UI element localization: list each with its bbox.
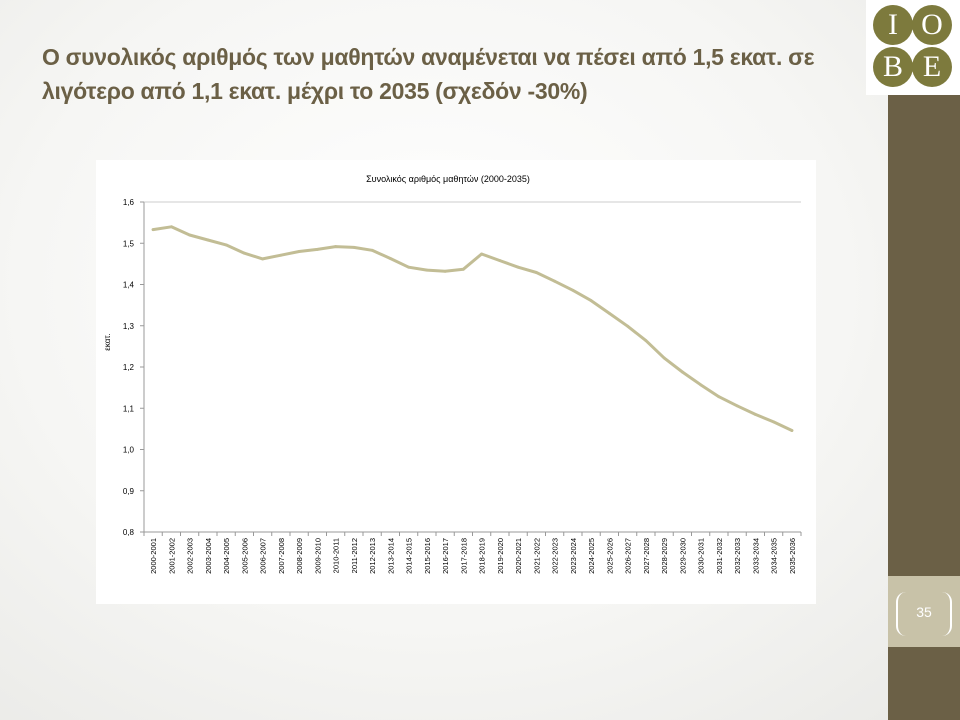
- data-point: [242, 251, 246, 255]
- data-point: [735, 404, 739, 408]
- data-point: [534, 271, 538, 274]
- x-tick-label: 2033-2034: [751, 538, 760, 574]
- x-tick-label: 2010-2011: [332, 538, 341, 573]
- logo-letter-e: E: [912, 47, 952, 87]
- data-point: [699, 383, 703, 387]
- data-point: [790, 429, 794, 432]
- chart-axes: 1,6 1,5 1,4 1,3 1,2 1,1 1,0 0,9 0,8 2000-2001 2001…: [123, 198, 802, 574]
- line-chart: Συνολικός αριθμός μαθητών (2000-2035) εκ…: [103, 174, 802, 574]
- x-tick-label: 2020-2021: [514, 538, 523, 574]
- data-point: [662, 356, 666, 360]
- x-tick-label: 2002-2003: [186, 538, 195, 574]
- data-point: [206, 238, 210, 242]
- data-point: [279, 253, 283, 257]
- data-point: [188, 233, 192, 237]
- x-tick-label: 2013-2014: [386, 538, 395, 574]
- x-tick-label: 2029-2030: [678, 538, 687, 574]
- y-tick-label: 1,2: [123, 363, 135, 372]
- x-tick-label: 2024-2025: [587, 538, 596, 574]
- data-point: [224, 243, 228, 247]
- x-tick-label: 2000-2001: [149, 538, 158, 574]
- data-point: [169, 225, 173, 229]
- y-tick-label: 1,1: [123, 404, 135, 413]
- data-point: [753, 413, 757, 416]
- y-axis-label: εκατ.: [103, 333, 112, 350]
- page-number-area: [888, 576, 960, 647]
- data-point: [644, 339, 648, 342]
- data-point: [553, 279, 557, 283]
- page-number: 35: [916, 604, 932, 620]
- x-tick-label: 2004-2005: [222, 538, 231, 574]
- data-point: [571, 288, 575, 292]
- x-tick-label: 2003-2004: [204, 538, 213, 574]
- chart-panel: Συνολικός αριθμός μαθητών (2000-2035) εκ…: [96, 160, 816, 604]
- x-tick-label: 2012-2013: [368, 538, 377, 574]
- x-tick-label: 2030-2031: [697, 538, 706, 574]
- data-point: [772, 420, 776, 424]
- y-tick-label: 1,0: [123, 446, 135, 455]
- x-tick-label: 2034-2035: [770, 538, 779, 574]
- x-tick-label: 2007-2008: [277, 538, 286, 574]
- data-point: [315, 248, 319, 251]
- data-point: [498, 259, 502, 262]
- y-tick-label: 1,5: [123, 239, 135, 248]
- y-tick-label: 1,6: [123, 198, 135, 207]
- x-tick-label: 2015-2016: [423, 538, 432, 574]
- data-point: [151, 228, 155, 232]
- x-tick-label: 2027-2028: [642, 538, 651, 574]
- x-tick-label: 2016-2017: [441, 538, 450, 574]
- x-tick-label: 2011-2012: [350, 538, 359, 573]
- logo-letter-i: I: [873, 5, 913, 45]
- x-tick-label: 2032-2033: [733, 538, 742, 574]
- data-point: [680, 370, 684, 374]
- page-number-bracket: [896, 592, 952, 636]
- data-point: [461, 267, 465, 271]
- x-tick-label: 2014-2015: [405, 538, 414, 574]
- data-point: [607, 311, 611, 315]
- data-point: [443, 269, 447, 273]
- data-point: [480, 252, 484, 256]
- y-tick-label: 0,8: [123, 528, 135, 537]
- data-point: [297, 250, 301, 253]
- x-tick-label: 2031-2032: [715, 538, 724, 574]
- x-tick-label: 2035-2036: [788, 538, 797, 574]
- data-point: [589, 299, 593, 302]
- x-tick-label: 2022-2023: [551, 538, 560, 574]
- x-tick-label: 2019-2020: [496, 538, 505, 574]
- x-tick-label: 2026-2027: [624, 538, 633, 574]
- data-point: [425, 268, 429, 272]
- y-tick-label: 1,4: [123, 281, 135, 290]
- x-tick-label: 2023-2024: [569, 538, 578, 574]
- x-tick-label: 2006-2007: [259, 538, 268, 574]
- x-tick-label: 2017-2018: [459, 538, 468, 574]
- logo-letter-b: B: [873, 47, 913, 87]
- logo-letter-o: O: [912, 5, 952, 45]
- data-point: [334, 245, 338, 248]
- data-point: [388, 257, 392, 260]
- data-point: [261, 257, 265, 261]
- x-tick-label: 2008-2009: [295, 538, 304, 574]
- slide-title: Ο συνολικός αριθμός των μαθητών αναμένετ…: [42, 44, 815, 104]
- data-point: [516, 265, 520, 269]
- data-point: [352, 245, 356, 249]
- y-tick-label: 0,9: [123, 487, 135, 496]
- x-tick-label: 2001-2002: [167, 538, 176, 574]
- data-point: [626, 324, 630, 328]
- data-point: [370, 248, 374, 252]
- data-point: [717, 395, 721, 399]
- x-tick-label: 2021-2022: [532, 538, 541, 574]
- iobe-logo: I O B E: [866, 0, 960, 95]
- x-tick-label: 2028-2029: [660, 538, 669, 574]
- data-point: [407, 265, 411, 269]
- x-tick-label: 2009-2010: [313, 538, 322, 574]
- y-tick-label: 1,3: [123, 322, 135, 331]
- x-tick-label: 2005-2006: [240, 538, 249, 574]
- x-tick-label: 2018-2019: [478, 538, 487, 574]
- chart-series: [151, 225, 794, 432]
- chart-title: Συνολικός αριθμός μαθητών (2000-2035): [366, 174, 530, 184]
- x-tick-label: 2025-2026: [605, 538, 614, 574]
- series-line: [151, 225, 794, 432]
